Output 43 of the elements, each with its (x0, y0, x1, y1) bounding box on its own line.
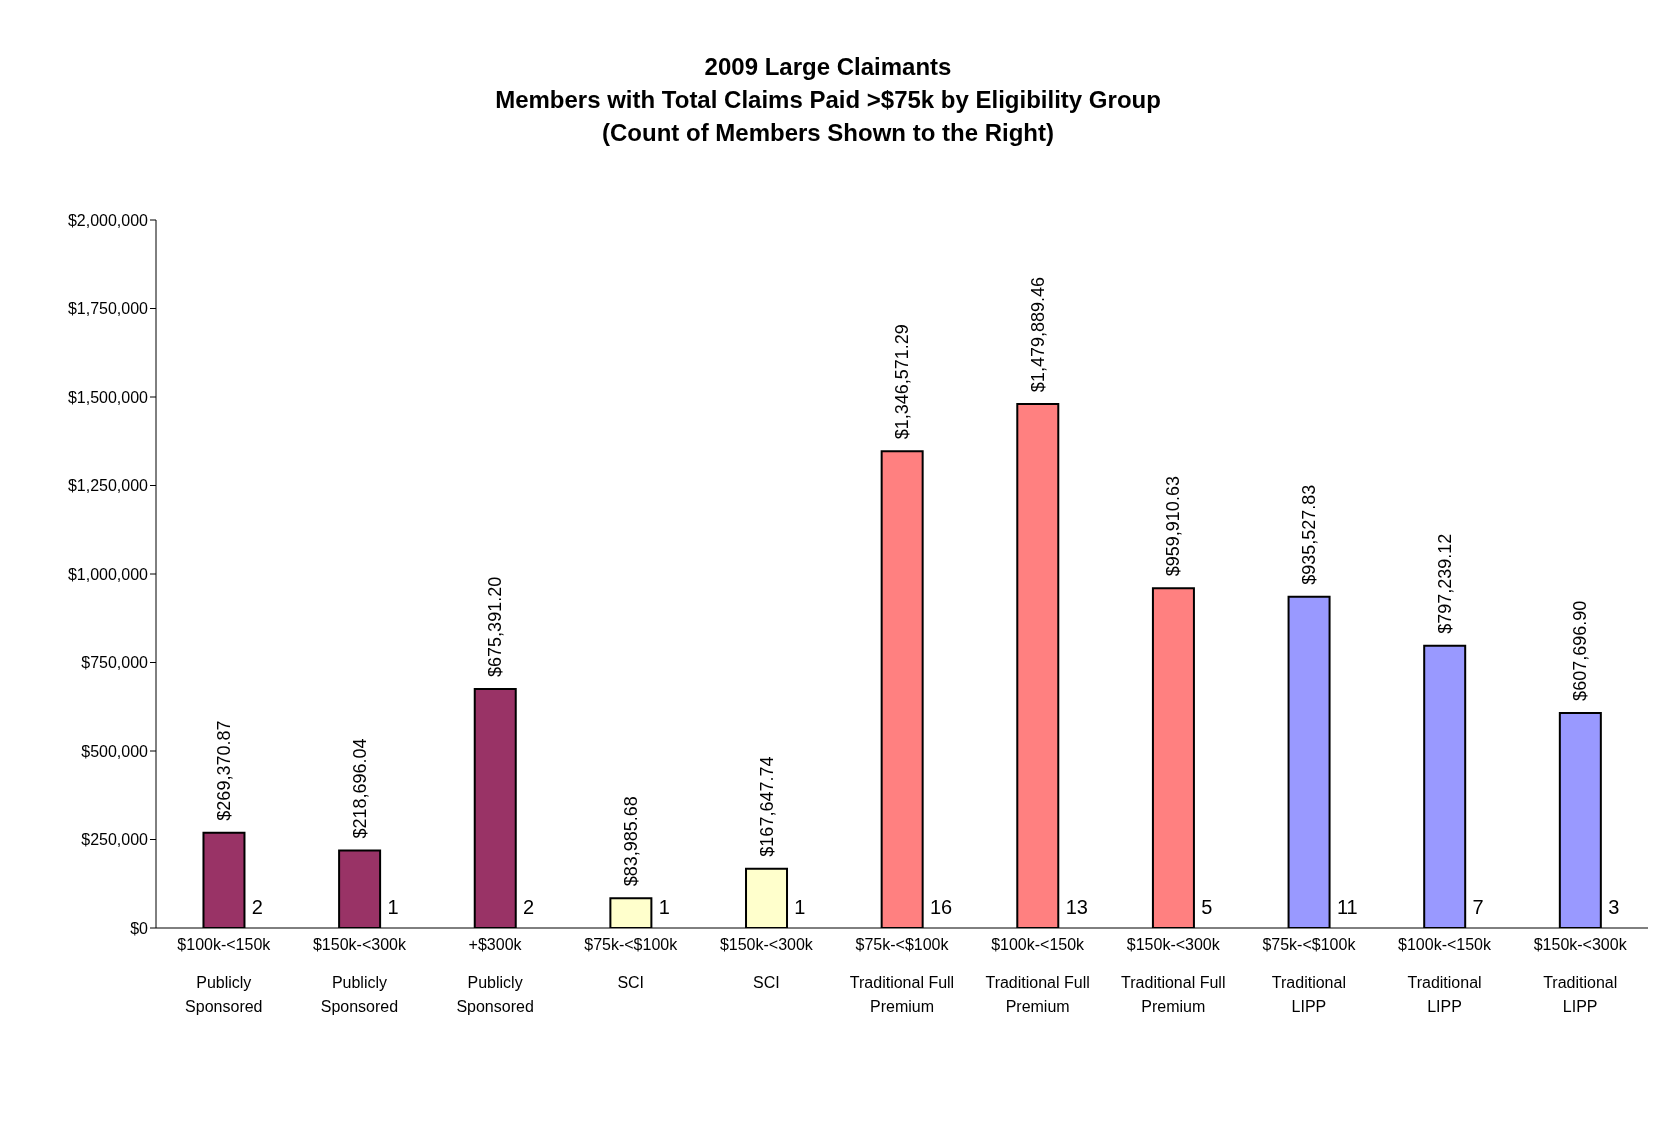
y-tick-label: $1,000,000 (67, 565, 149, 583)
category-label: $100k-<150k Traditional LIPP (1398, 936, 1492, 1015)
category-label: $150k-<300k Publicly Sponsored (312, 936, 406, 1015)
data-label: $1,346,571.29 (892, 324, 913, 440)
category-label: $75k-<$100k SCI (584, 936, 678, 991)
data-label: $797,239.12 (1434, 533, 1455, 634)
data-label: $607,696.90 (1570, 600, 1591, 701)
chart-title: 2009 Large Claimants Members with Total Claims Paid >$75k by Eligibility Group (Count of Members Shown to the Right) (494, 52, 1162, 148)
category-label: $150k-<300k Traditional Full Premium (1121, 936, 1226, 1015)
annotation: 1 (658, 896, 670, 918)
y-tick-label: $1,500,000 (67, 388, 149, 406)
data-label: $959,910.63 (1163, 476, 1184, 577)
y-tick-label: $500,000 (81, 742, 149, 760)
annotation: 5 (1201, 896, 1213, 918)
category-label: $75k-<$100k Traditional LIPP (1262, 936, 1356, 1015)
data-label: $675,391.20 (485, 576, 506, 677)
annotation: 2 (523, 896, 535, 918)
annotation: 2 (251, 896, 263, 918)
y-tick-label: $1,250,000 (67, 477, 149, 495)
category-label: +$300k Publicly Sponsored (456, 936, 534, 1015)
y-tick-label: $750,000 (81, 654, 149, 672)
data-label: $167,647.74 (756, 756, 777, 857)
annotation: 16 (930, 896, 953, 918)
y-tick-label: $0 (130, 919, 149, 937)
category-label: $150k-<300k Traditional LIPP (1533, 936, 1627, 1015)
y-tick-label: $2,000,000 (67, 211, 149, 229)
annotation: 3 (1608, 896, 1620, 918)
category-label: $75k-<$100k Traditional Full Premium (849, 936, 955, 1015)
data-label: $1,479,889.46 (1027, 276, 1048, 393)
category-label: $150k-<300k SCI (719, 936, 813, 991)
annotation: 1 (794, 896, 806, 918)
y-tick-label: $1,750,000 (67, 300, 149, 318)
category-label: $100k-<150k Traditional Full Premium (985, 936, 1090, 1015)
category-label: $100k-<150k Publicly Sponsored (177, 936, 271, 1015)
data-label: $218,696.04 (349, 738, 370, 839)
y-tick-label: $250,000 (81, 831, 149, 849)
data-label: $269,370.87 (213, 720, 234, 821)
annotation: 1 (387, 896, 399, 918)
annotation: 13 (1065, 896, 1088, 918)
data-label: $83,985.68 (620, 796, 641, 887)
annotation: 7 (1472, 896, 1484, 918)
data-label: $935,527.83 (1299, 484, 1320, 585)
annotation: 11 (1336, 896, 1358, 918)
